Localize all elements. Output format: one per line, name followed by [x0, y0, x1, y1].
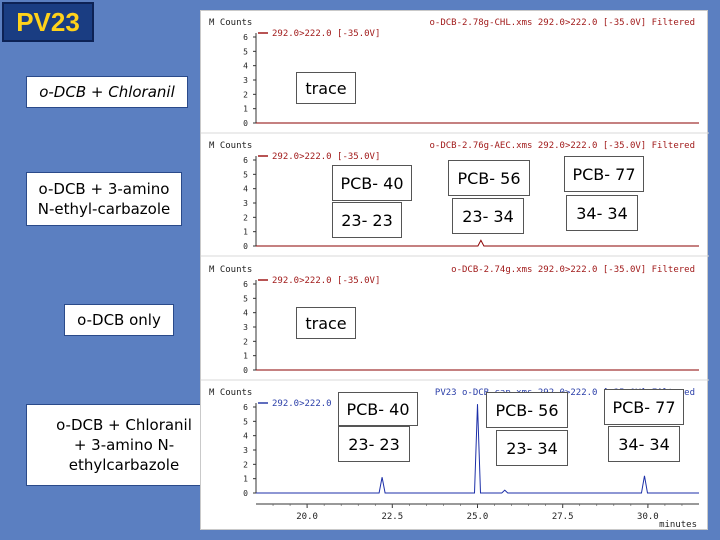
- label-chloranil-carbazole: o-DCB + Chloranil + 3-amino N- ethylcarb…: [26, 404, 222, 486]
- label-cc-line1: o-DCB + Chloranil: [56, 415, 192, 434]
- annotation-p4-pcb77: PCB- 77: [604, 389, 684, 425]
- label-amino-line2: N-ethyl-carbazole: [37, 200, 171, 218]
- panel-1-ylabel: M Counts: [209, 18, 252, 28]
- annotation-p4-3434: 34- 34: [608, 426, 680, 462]
- panel-2-ytick-label-0: 0: [243, 242, 248, 251]
- label-amino-carbazole: o-DCB + 3-amino N-ethyl-carbazole: [26, 172, 182, 226]
- annotation-p2-pcb40: PCB- 40: [332, 165, 412, 201]
- panel-3-ytick-label-1: 1: [243, 352, 248, 361]
- panel-3-ytick-label-6: 6: [243, 280, 248, 289]
- xtick-label-22.5: 22.5: [381, 512, 403, 522]
- xtick-label-25.0: 25.0: [467, 512, 489, 522]
- panel-1-ytick-label-2: 2: [243, 90, 248, 99]
- panel-1-ytick-label-6: 6: [243, 33, 248, 42]
- annotation-trace-2: trace: [296, 307, 356, 339]
- panel-1-ytick-label-4: 4: [243, 62, 248, 71]
- label-cc-line3: ethylcarbazole: [68, 456, 180, 475]
- annotation-p2-2334: 23- 34: [452, 198, 524, 234]
- panel-2-file-header: o-DCB-2.76g-AEC.xms 292.0>222.0 [-35.0V]…: [429, 141, 695, 151]
- panel-2-ytick-label-4: 4: [243, 185, 248, 194]
- annotation-trace-1: trace: [296, 72, 356, 104]
- panel-3-ytick-label-5: 5: [243, 294, 248, 303]
- panel-1-ytick-label-3: 3: [243, 76, 248, 85]
- annotation-p2-pcb77: PCB- 77: [564, 156, 644, 192]
- panel-3-ylabel: M Counts: [209, 265, 252, 275]
- label-dcb-only-text: o-DCB only: [77, 310, 161, 329]
- panel-2-ytick-label-2: 2: [243, 213, 248, 222]
- panel-4-ytick-label-3: 3: [243, 446, 248, 455]
- annotation-p4-2323: 23- 23: [338, 426, 410, 462]
- panel-4-trace: [256, 404, 699, 494]
- panel-4-ytick-label-0: 0: [243, 489, 248, 498]
- xtick-label-27.5: 27.5: [552, 512, 574, 522]
- panel-3-ytick-label-0: 0: [243, 366, 248, 375]
- panel-4-ytick-label-1: 1: [243, 475, 248, 484]
- annotation-p2-3434: 34- 34: [566, 195, 638, 231]
- panel-2-transition: 292.0>222.0 [-35.0V]: [272, 152, 380, 162]
- panel-3-ytick-label-4: 4: [243, 309, 248, 318]
- xtick-label-20.0: 20.0: [296, 512, 318, 522]
- label-chloranil-text: o-DCB + Chloranil: [39, 82, 175, 101]
- panel-3-ytick-label-2: 2: [243, 337, 248, 346]
- annotation-p2-pcb56: PCB- 56: [448, 160, 530, 196]
- slide-title: PV23: [2, 2, 94, 42]
- label-amino-line1: o-DCB + 3-amino: [38, 179, 170, 198]
- panel-2-ylabel: M Counts: [209, 141, 252, 151]
- panel-1-transition: 292.0>222.0 [-35.0V]: [272, 29, 380, 39]
- panel-2-ytick-label-6: 6: [243, 156, 248, 165]
- annotation-p4-2334: 23- 34: [496, 430, 568, 466]
- panel-1-ytick-label-5: 5: [243, 47, 248, 56]
- panel-3-file-header: o-DCB-2.74g.xms 292.0>222.0 [-35.0V] Fil…: [451, 265, 695, 275]
- panel-2-trace: [256, 239, 699, 247]
- label-dcb-only: o-DCB only: [64, 304, 174, 336]
- x-axis-unit-label: minutes: [659, 520, 697, 530]
- panel-3-transition: 292.0>222.0 [-35.0V]: [272, 276, 380, 286]
- panel-4-ytick-label-5: 5: [243, 417, 248, 426]
- xtick-label-30.0: 30.0: [637, 512, 659, 522]
- panel-4-ytick-label-6: 6: [243, 403, 248, 412]
- annotation-p2-2323: 23- 23: [332, 202, 402, 238]
- panel-4-ytick-label-2: 2: [243, 460, 248, 469]
- panel-1-ytick-label-1: 1: [243, 105, 248, 114]
- panel-2-ytick-label-3: 3: [243, 199, 248, 208]
- panel-4-transition: 292.0>222.0: [272, 399, 332, 409]
- panel-1-file-header: o-DCB-2.78g-CHL.xms 292.0>222.0 [-35.0V]…: [429, 18, 695, 28]
- panel-4-ytick-label-4: 4: [243, 432, 248, 441]
- label-chloranil: o-DCB + Chloranil: [26, 76, 188, 108]
- panel-3-ytick-label-3: 3: [243, 323, 248, 332]
- panel-2-ytick-label-5: 5: [243, 170, 248, 179]
- annotation-p4-pcb56: PCB- 56: [486, 392, 568, 428]
- annotation-p4-pcb40: PCB- 40: [338, 392, 418, 426]
- panel-4-ylabel: M Counts: [209, 388, 252, 398]
- label-cc-line2: + 3-amino N-: [73, 435, 175, 454]
- panel-1-ytick-label-0: 0: [243, 119, 248, 128]
- panel-2-ytick-label-1: 1: [243, 228, 248, 237]
